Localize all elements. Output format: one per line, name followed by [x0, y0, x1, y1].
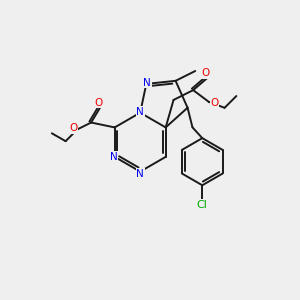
Text: O: O: [69, 123, 78, 134]
Text: O: O: [95, 98, 103, 108]
Text: N: N: [143, 78, 151, 88]
Text: N: N: [136, 169, 144, 178]
Text: Cl: Cl: [197, 200, 208, 210]
Text: N: N: [136, 107, 144, 117]
Text: O: O: [211, 98, 219, 108]
Text: N: N: [110, 152, 118, 162]
Text: O: O: [202, 68, 210, 78]
